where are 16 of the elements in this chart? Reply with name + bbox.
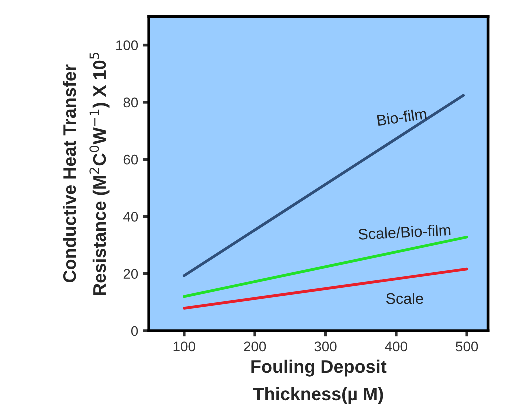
- x-tick-label: 400: [385, 342, 408, 352]
- series-label: Scale/Bio-film: [358, 224, 451, 240]
- y-tick-label: 60: [124, 154, 138, 165]
- x-tick-label: 300: [314, 342, 337, 352]
- y-tick-label: 20: [124, 269, 138, 280]
- x-tick-label: 100: [174, 342, 196, 352]
- x-tick-label: 200: [244, 342, 266, 352]
- text: Conductive Heat Transfer Resistance (M$^{2}$C$^{0}$W$^{−1}$) X 10$^{5}$: [63, 52, 110, 296]
- series-label: Scale: [386, 293, 424, 304]
- x-tick-label: 500: [456, 342, 478, 352]
- y-tick-label: 0: [131, 326, 138, 336]
- text: Bio-film: [377, 108, 427, 126]
- y-tick-label: 40: [124, 212, 138, 222]
- y-tick-label: 100: [116, 40, 138, 50]
- x-axis-title: Fouling Deposit Thickness(µ M): [252, 360, 387, 404]
- y-tick-label: 80: [124, 98, 138, 108]
